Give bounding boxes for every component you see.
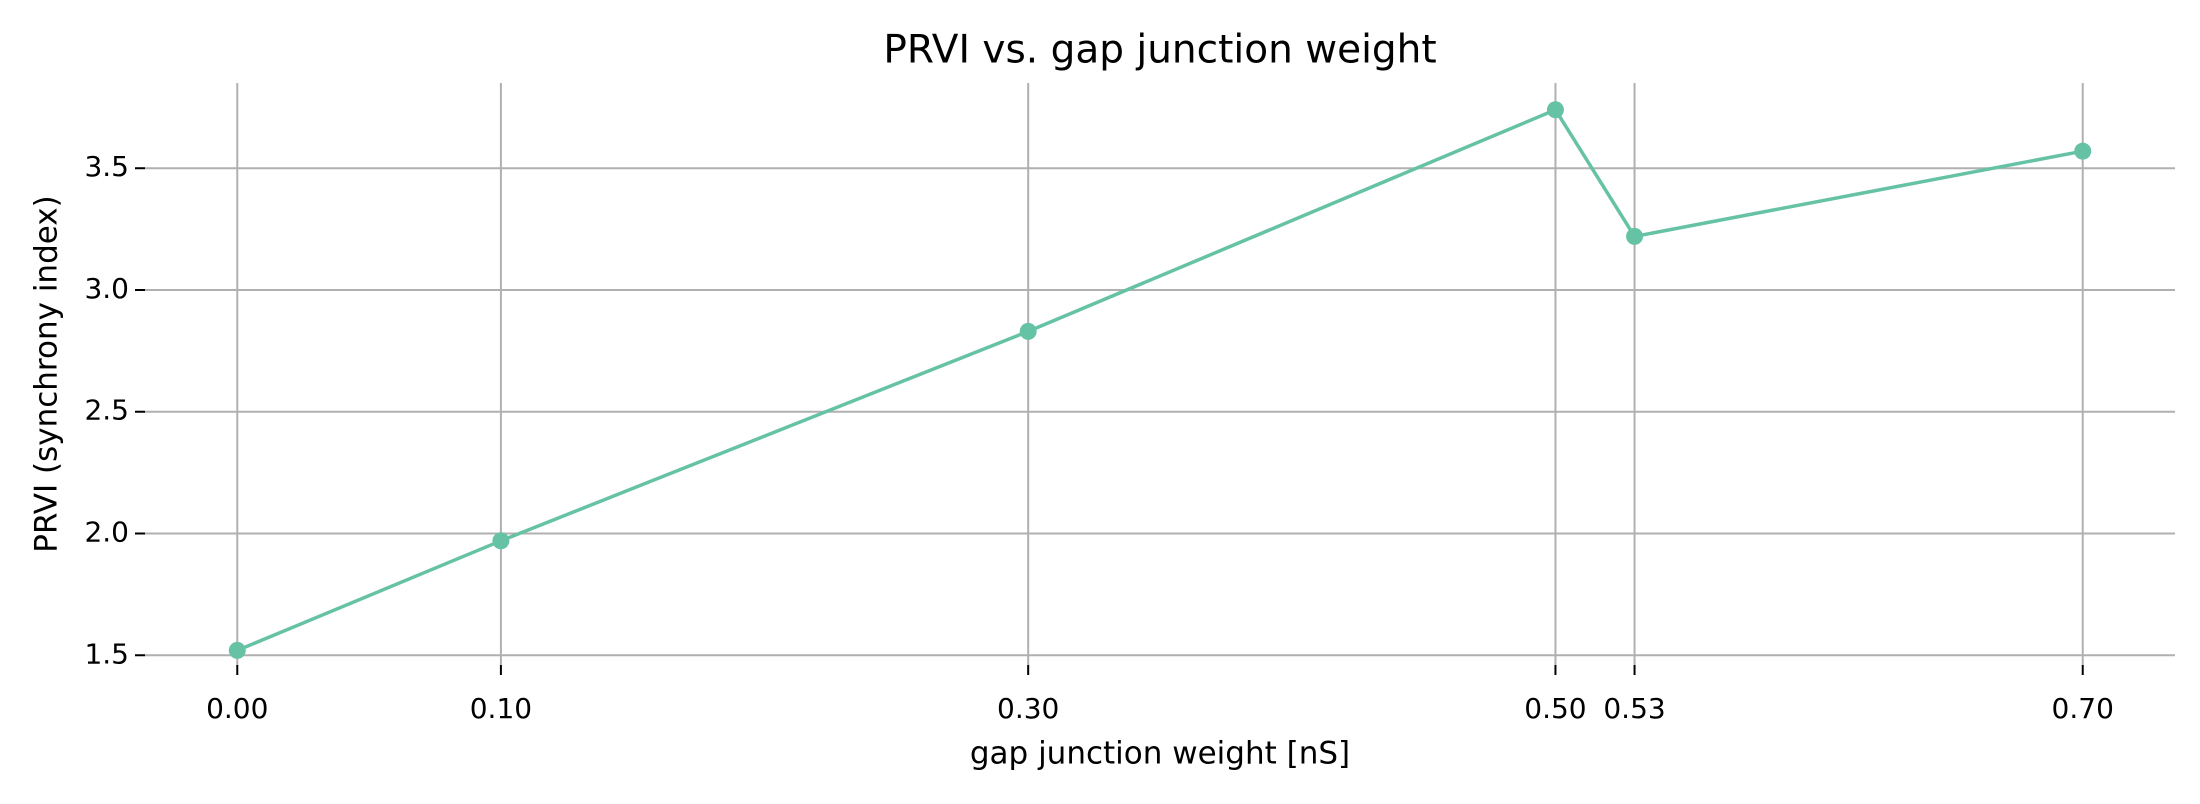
- x-tick-label: 0.30: [997, 692, 1059, 725]
- x-tick-label: 0.53: [1603, 692, 1665, 725]
- marker: [1546, 101, 1564, 119]
- x-tick-label: 0.00: [206, 692, 268, 725]
- chart-title: PRVI vs. gap junction weight: [883, 28, 1436, 73]
- y-tick-label: 3.0: [84, 272, 129, 305]
- marker: [1019, 322, 1037, 340]
- y-tick-label: 3.5: [84, 150, 129, 183]
- y-axis-label: PRVI (synchrony index): [29, 195, 65, 552]
- line: [236, 107, 2084, 653]
- x-tick-label: 0.70: [2052, 692, 2114, 725]
- y-tick-label: 1.5: [84, 637, 129, 670]
- x-tick-label: 0.10: [470, 692, 532, 725]
- marker: [2074, 142, 2092, 160]
- y-tick-label: 2.0: [84, 516, 129, 549]
- x-tick-label: 0.50: [1524, 692, 1586, 725]
- x-axis-label: gap junction weight [nS]: [970, 736, 1350, 772]
- marker: [1626, 227, 1644, 245]
- y-tick-label: 2.5: [84, 394, 129, 427]
- marker: [228, 641, 246, 659]
- marker: [492, 532, 510, 550]
